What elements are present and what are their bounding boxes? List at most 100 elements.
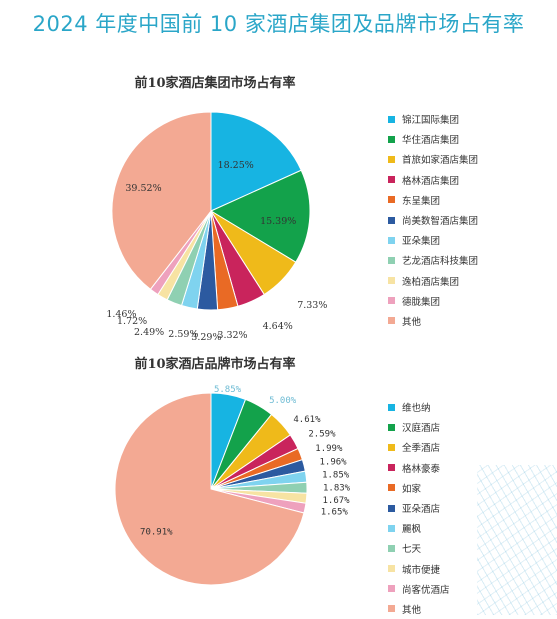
legend-label: 格林酒店集团 <box>402 175 460 187</box>
legend-label: 七天 <box>402 544 422 556</box>
legend-item: 如家 <box>388 478 450 498</box>
legend-item: 七天 <box>388 538 450 558</box>
legend-item: 格林酒店集团 <box>388 170 478 190</box>
legend-swatch <box>388 544 395 552</box>
slice-value-label-1-1: 5.00% <box>269 396 297 406</box>
legend-label: 华住酒店集团 <box>402 135 460 147</box>
legend-item: 逸柏酒店集团 <box>388 271 478 291</box>
legend-swatch <box>388 524 395 532</box>
legend-item: 其他 <box>388 599 450 619</box>
slice-value-label-1-8: 1.67% <box>323 496 351 506</box>
legend-item: 锦江国际集团 <box>388 109 478 129</box>
legend-item: 华住酒店集团 <box>388 129 478 149</box>
legend-swatch <box>388 216 395 224</box>
legend-label: 亚朵集团 <box>402 236 441 248</box>
legend-item: 全季酒店 <box>388 437 450 457</box>
legend-swatch <box>388 155 395 163</box>
slice-value-label-0-0: 18.25% <box>218 160 254 171</box>
legend-swatch <box>388 403 395 411</box>
legend-swatch <box>388 297 395 305</box>
legend-swatch <box>388 443 395 451</box>
legend-swatch <box>388 317 395 325</box>
pie-slice-0-10 <box>111 111 212 291</box>
legend-brands: 维也纳汉庭酒店全季酒店格林豪泰如家亚朵酒店麗枫七天城市便捷尚客优酒店其他 <box>388 397 450 619</box>
legend-item: 尚客优酒店 <box>388 579 450 599</box>
pie-slice-0-1 <box>209 169 311 263</box>
slice-value-label-1-9: 1.65% <box>321 507 349 517</box>
legend-label: 逸柏酒店集团 <box>402 276 460 288</box>
legend-label: 首旅如家酒店集团 <box>402 155 479 167</box>
pie-slice-1-10 <box>114 392 305 586</box>
legend-swatch <box>388 484 395 492</box>
slice-value-label-1-0: 5.85% <box>214 385 242 395</box>
decorative-pattern <box>477 465 557 615</box>
slice-value-label-1-2: 4.61% <box>293 415 321 425</box>
legend-label: 东呈集团 <box>402 195 441 207</box>
legend-groups: 锦江国际集团 华住酒店集团首旅如家酒店集团 格林酒店集团 东呈集团尚美数智酒店集团 亚朵… <box>388 109 478 331</box>
legend-swatch <box>388 565 395 573</box>
legend-swatch <box>388 605 395 613</box>
slice-value-label-1-3: 2.59% <box>308 430 336 440</box>
legend-label: 格林豪泰 <box>402 463 441 475</box>
legend-item: 亚朵集团 <box>388 230 478 250</box>
legend-item: 亚朵酒店 <box>388 498 450 518</box>
slice-value-label-1-7: 1.83% <box>323 484 351 494</box>
legend-swatch <box>388 236 395 244</box>
legend-label: 亚朵酒店 <box>402 504 441 516</box>
legend-swatch <box>388 585 395 593</box>
slice-value-label-0-1: 15.39% <box>260 216 296 227</box>
legend-item: 汉庭酒店 <box>388 417 450 437</box>
legend-item: 其他 <box>388 311 478 331</box>
slice-value-label-1-4: 1.99% <box>315 444 343 454</box>
legend-swatch <box>388 423 395 431</box>
slice-value-label-1-6: 1.85% <box>322 471 350 481</box>
slice-value-label-0-10: 39.52% <box>125 183 161 194</box>
chart-title-brands: 前10家酒店品牌市场占有率 <box>134 357 296 372</box>
legend-item: 城市便捷 <box>388 559 450 579</box>
legend-label: 德胧集团 <box>402 296 441 308</box>
pie-0: 18.25% 15.39% 7.33% 4.64% 3.32%3.29%2.59% 2.4… <box>106 111 327 343</box>
legend-label: 麗枫 <box>402 524 422 536</box>
legend-label: 全季酒店 <box>402 443 441 455</box>
slice-value-label-0-9: 1.46% <box>106 309 136 320</box>
chart-title-groups: 前10家酒店集团市场占有率 <box>134 76 296 91</box>
slice-value-label-0-3: 4.64% <box>263 321 293 332</box>
page-title: 2024 年度中国前 10 家酒店集团及品牌市场占有率 <box>32 12 525 36</box>
legend-swatch <box>388 115 395 123</box>
legend-label: 尚美数智酒店集团 <box>402 216 479 228</box>
legend-swatch <box>388 277 395 285</box>
legend-swatch <box>388 176 395 184</box>
legend-label: 其他 <box>402 316 422 328</box>
legend-label: 艺龙酒店科技集团 <box>402 256 479 268</box>
legend-item: 东呈集团 <box>388 190 478 210</box>
pie-slice-0-0 <box>210 111 302 212</box>
legend-label: 如家 <box>402 483 422 495</box>
legend-item: 艺龙酒店科技集团 <box>388 250 478 270</box>
legend-label: 维也纳 <box>402 403 431 415</box>
legend-label: 尚客优酒店 <box>402 584 450 596</box>
slice-value-label-0-7: 2.49% <box>134 327 164 338</box>
slice-value-label-0-6: 2.59% <box>168 329 198 340</box>
legend-swatch <box>388 196 395 204</box>
legend-label: 锦江国际集团 <box>402 115 460 127</box>
slice-value-label-0-5: 3.29% <box>191 332 221 343</box>
legend-swatch <box>388 135 395 143</box>
pie-1: 5.85% 5.00% 4.61% 2.59% 1.99% 1.96% 1.85% 1.83%… <box>114 385 351 586</box>
legend-swatch <box>388 256 395 264</box>
slice-value-label-0-4: 3.32% <box>217 330 247 341</box>
slice-value-label-0-8: 1.72% <box>117 316 147 327</box>
legend-item: 德胧集团 <box>388 291 478 311</box>
legend-label: 城市便捷 <box>402 564 441 576</box>
legend-item: 麗枫 <box>388 518 450 538</box>
legend-swatch <box>388 464 395 472</box>
legend-label: 其他 <box>402 604 422 616</box>
legend-item: 维也纳 <box>388 397 450 417</box>
legend-swatch <box>388 504 395 512</box>
legend-item: 首旅如家酒店集团 <box>388 149 478 169</box>
legend-item: 格林豪泰 <box>388 458 450 478</box>
slice-value-label-1-5: 1.96% <box>320 457 348 467</box>
slice-value-label-0-2: 7.33% <box>297 300 327 311</box>
slice-value-label-1-10: 70.91% <box>140 527 173 537</box>
legend-item: 尚美数智酒店集团 <box>388 210 478 230</box>
